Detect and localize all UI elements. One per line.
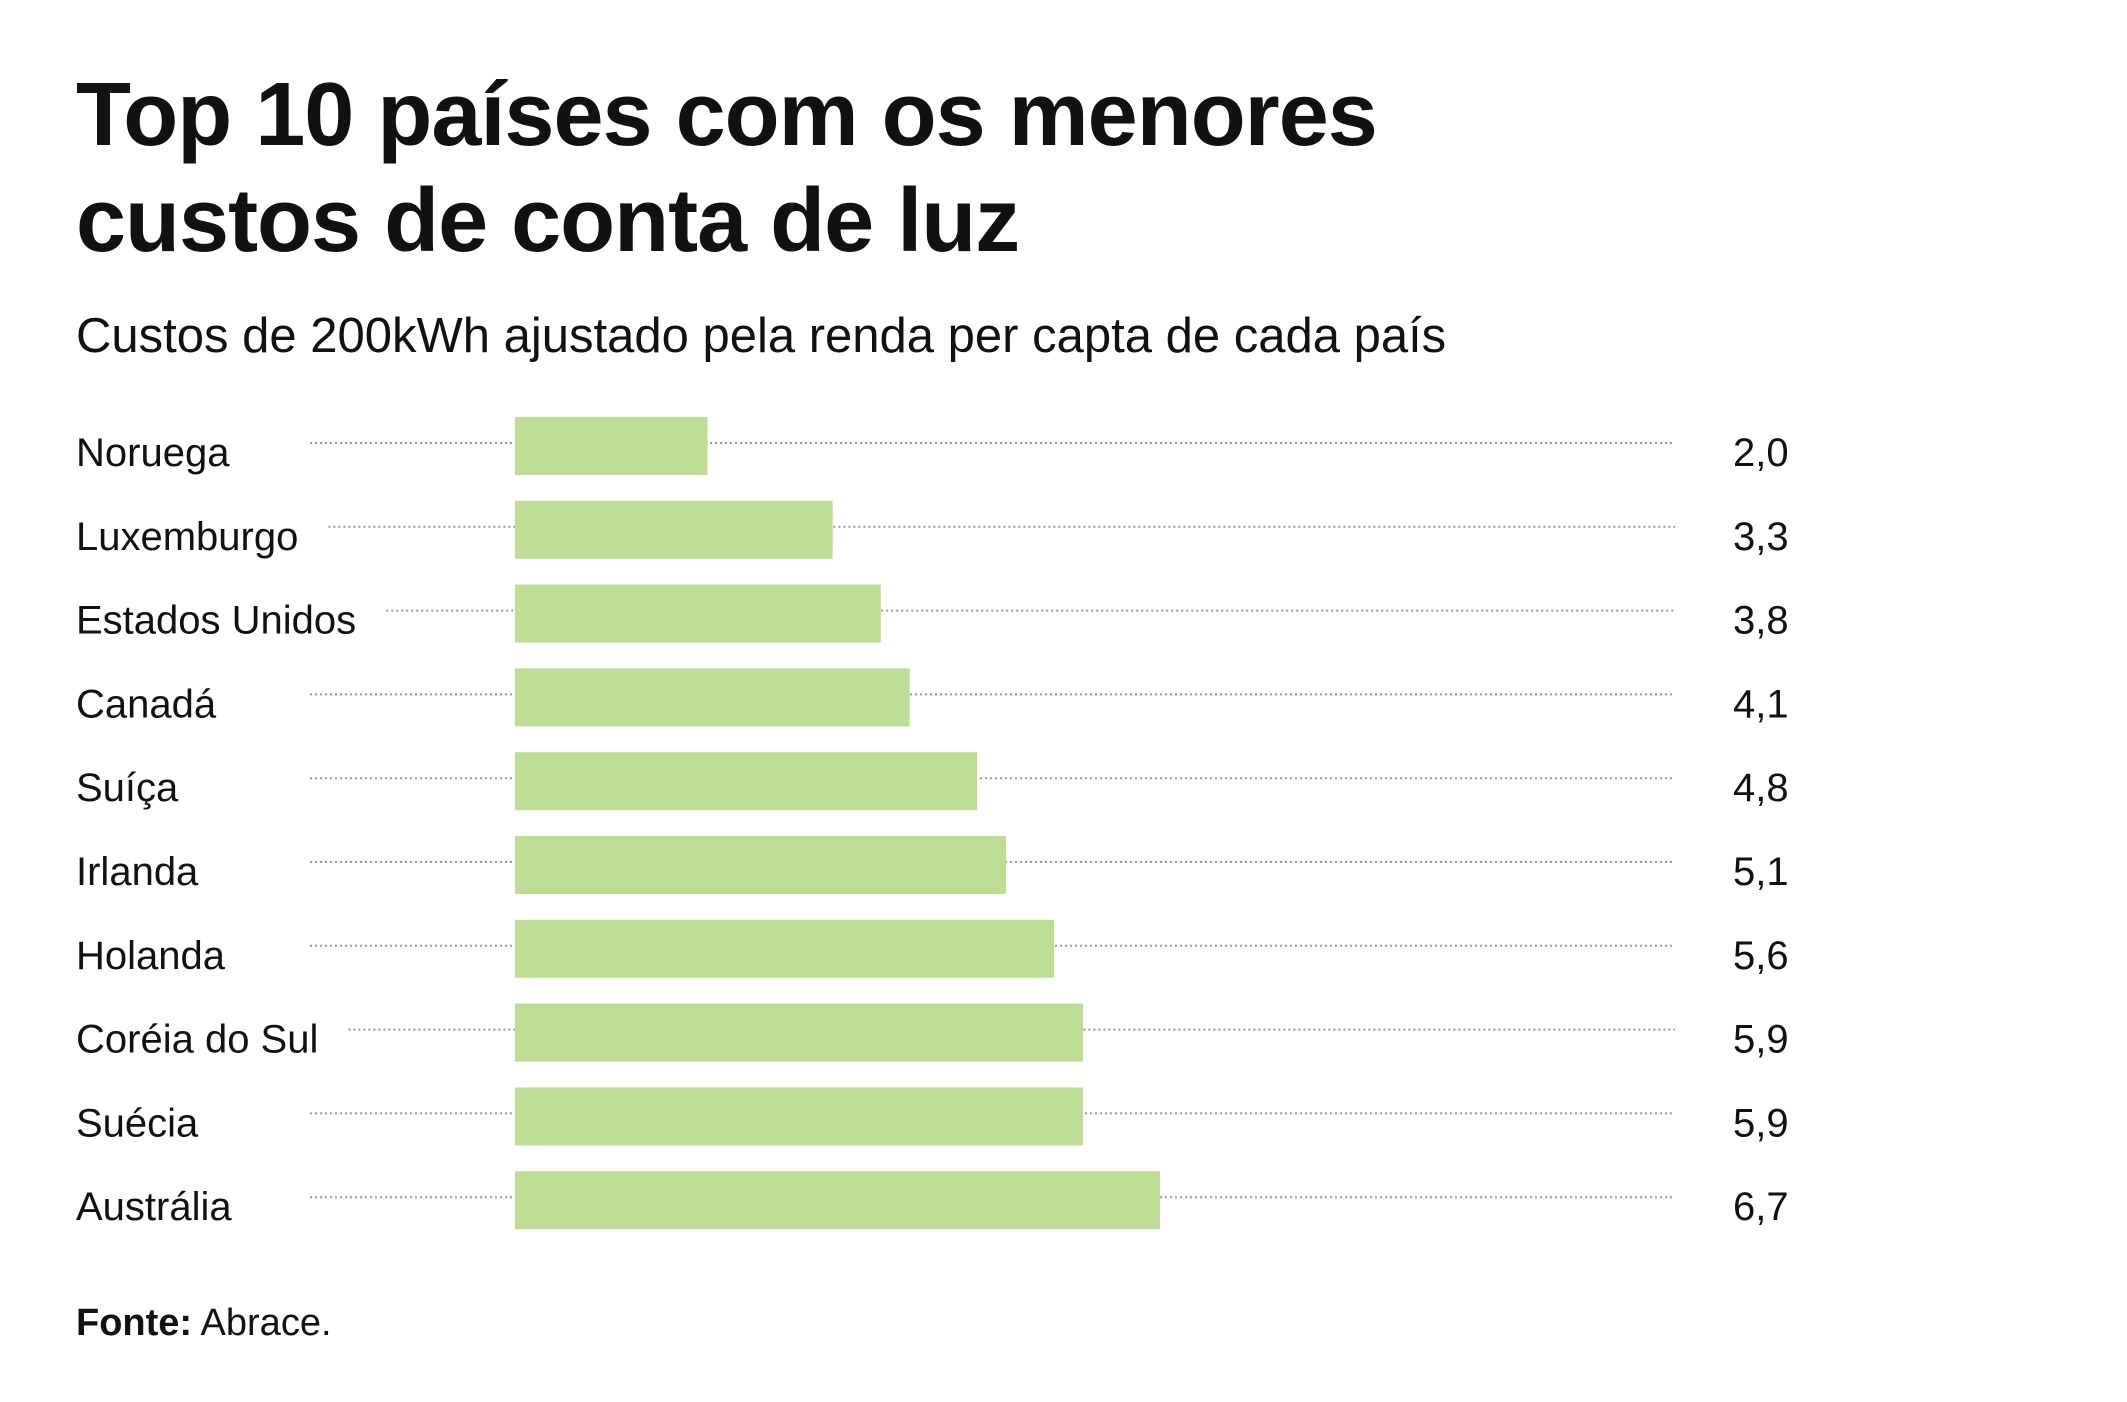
bar: [515, 1003, 1083, 1062]
bar: [515, 668, 910, 727]
bar-rows: Noruega 2,0 Luxemburgo 3,3 Estados Unidos 3,8…: [76, 417, 1789, 1230]
category-label: Estados Unidos: [76, 599, 356, 643]
value-label: 6,7: [1733, 1185, 1789, 1229]
category-label: Canadá: [76, 682, 217, 726]
bar: [515, 584, 881, 643]
category-label: Suíça: [76, 766, 179, 810]
value-label: 4,1: [1733, 682, 1789, 726]
chart-subtitle: Custos de 200kWh ajustado pela renda per…: [76, 309, 1447, 363]
bar: [515, 752, 978, 811]
value-label: 2,0: [1733, 431, 1789, 475]
value-label: 5,9: [1733, 1018, 1789, 1062]
source-value: Abrace.: [200, 1302, 332, 1344]
bar: [515, 836, 1006, 894]
source-note: Fonte: Abrace.: [76, 1300, 332, 1346]
chart-title: Top 10 países com os menores custos de c…: [76, 65, 1378, 271]
value-label: 5,9: [1733, 1101, 1789, 1145]
value-label: 3,3: [1733, 515, 1789, 559]
category-label: Austrália: [76, 1185, 232, 1229]
source-label: Fonte:: [76, 1302, 193, 1344]
category-label: Noruega: [76, 431, 230, 475]
bar: [515, 500, 833, 559]
bar: [515, 1171, 1160, 1230]
value-label: 5,6: [1733, 934, 1789, 978]
category-label: Holanda: [76, 934, 226, 978]
value-label: 3,8: [1733, 599, 1789, 643]
category-label: Luxemburgo: [76, 515, 298, 559]
value-label: 4,8: [1733, 766, 1789, 810]
category-label: Coréia do Sul: [76, 1018, 318, 1062]
value-label: 5,1: [1733, 850, 1789, 894]
bar: [515, 1087, 1083, 1146]
bar: [515, 919, 1055, 978]
category-label: Irlanda: [76, 850, 199, 894]
bar: [515, 417, 708, 475]
category-label: Suécia: [76, 1101, 199, 1145]
